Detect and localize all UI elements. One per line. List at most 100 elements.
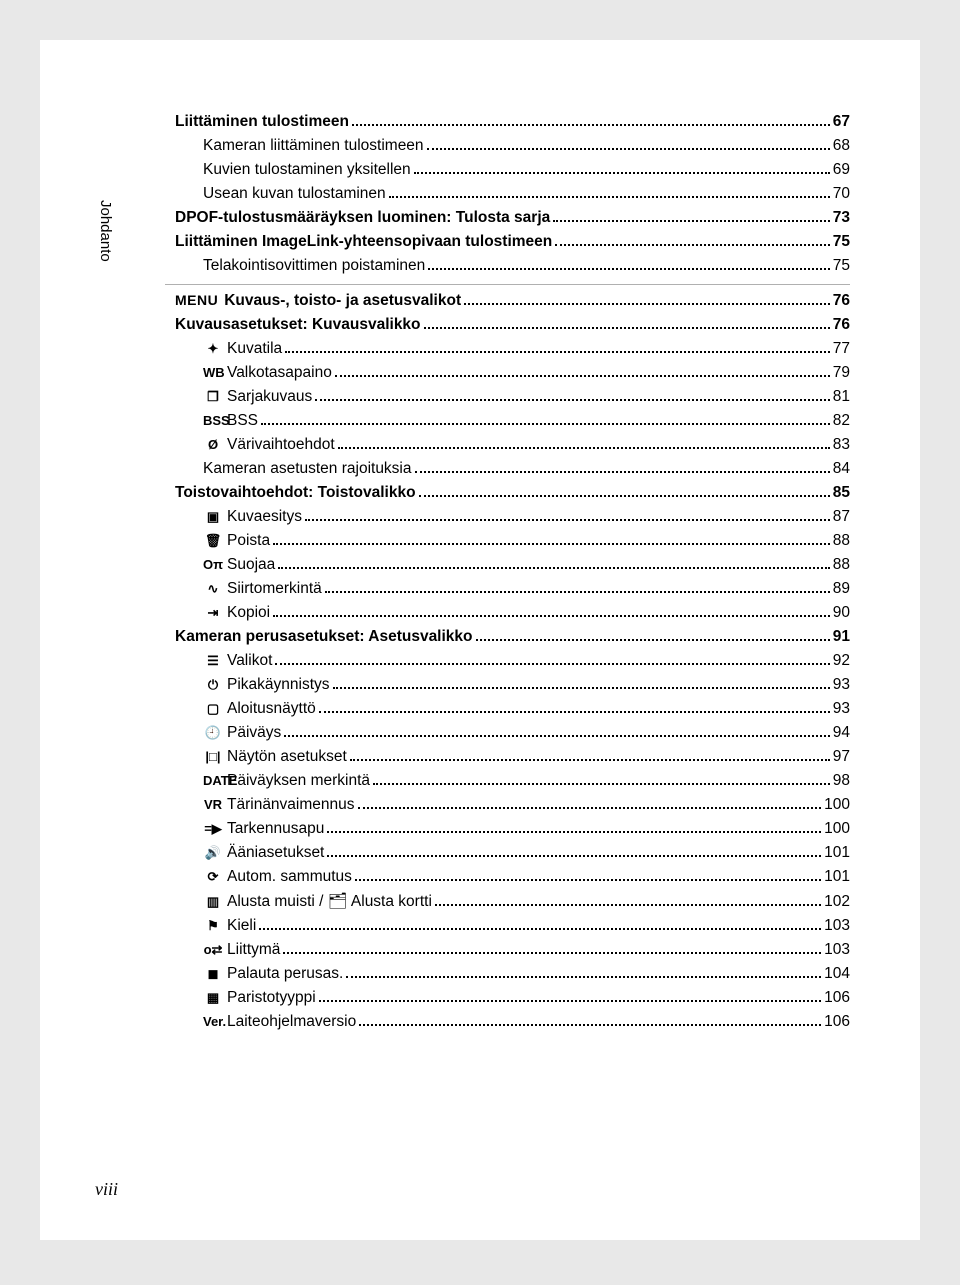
toc-row: =▶Tarkennusapu100 [175,817,850,841]
leader-dots [273,543,830,545]
toc-row: ☰Valikot92 [175,649,850,673]
toc-page: 92 [833,649,850,673]
toc-page: 106 [824,1010,850,1034]
toc-page: 106 [824,986,850,1010]
toc-page: 82 [833,409,850,433]
leader-dots [259,928,821,930]
toc-page: 87 [833,505,850,529]
page-number: viii [95,1179,118,1200]
toc-row: ØVärivaihtoehdot83 [175,433,850,457]
entry-icon: ◼ [203,964,223,984]
toc-row: Telakointisovittimen poistaminen75 [175,254,850,278]
toc-page: 94 [833,721,850,745]
toc-row: ▥Alusta muisti / 🗂 Alusta kortti102 [175,890,850,914]
toc-page: 93 [833,673,850,697]
entry-icon: ⇥ [203,603,223,623]
entry-icon: =▶ [203,819,223,839]
toc-page: 83 [833,433,850,457]
toc-row: Liittäminen tulostimeen67 [175,110,850,134]
toc-page: 100 [824,817,850,841]
toc-label: Valikot [227,649,272,673]
toc-label: BSS [227,409,258,433]
toc-label: Autom. sammutus [227,865,352,889]
leader-dots [553,220,830,222]
toc-label: Kuvien tulostaminen yksitellen [203,158,411,182]
toc-label: DPOF-tulostusmääräyksen luominen: Tulost… [175,206,550,230]
leader-dots [464,303,830,305]
toc-label: Valkotasapaino [227,361,332,385]
leader-dots [428,268,829,270]
toc-page: 103 [824,938,850,962]
toc-row: WBValkotasapaino79 [175,361,850,385]
vertical-tab: Johdanto [97,200,114,262]
toc-page: 98 [833,769,850,793]
entry-icon: Oπ [203,555,223,575]
toc-label: Paristotyyppi [227,986,316,1010]
entry-icon: Ver. [203,1012,223,1032]
toc-label: Liittäminen tulostimeen [175,110,349,134]
toc-page: 85 [833,481,850,505]
toc-page: 88 [833,553,850,577]
toc-page: 73 [833,206,850,230]
toc-page: 75 [833,254,850,278]
toc-label: Liittäminen ImageLink-yhteensopivaan tul… [175,230,552,254]
toc-label: Värivaihtoehdot [227,433,335,457]
toc-label: Toistovaihtoehdot: Toistovalikko [175,481,416,505]
leader-dots [415,471,830,473]
leader-dots [419,495,830,497]
toc-page: 84 [833,457,850,481]
leader-dots [346,976,821,978]
toc-page: 102 [824,890,850,914]
toc-row: o⇄Liittymä103 [175,938,850,962]
toc-label: Tärinänvaimennus [227,793,355,817]
leader-dots [305,519,830,521]
entry-icon: ⚑ [203,916,223,936]
toc-page: 88 [833,529,850,553]
leader-dots [350,759,830,761]
leader-dots [555,244,830,246]
toc-page: 77 [833,337,850,361]
entry-icon: ⟳ [203,867,223,887]
toc-row: ▦Paristotyyppi 106 [175,986,850,1010]
leader-dots [285,351,830,353]
leader-dots [435,904,821,906]
toc-page: 91 [833,625,850,649]
entry-icon: o⇄ [203,940,223,960]
leader-dots [389,196,830,198]
toc-label: Päiväyksen merkintä [227,769,370,793]
toc-row: DPOF-tulostusmääräyksen luominen: Tulost… [175,206,850,230]
leader-dots [319,1000,821,1002]
leader-dots [338,447,830,449]
leader-dots [424,327,830,329]
leader-dots [373,783,830,785]
entry-icon: 🔊 [203,843,223,863]
toc-page: 101 [824,865,850,889]
leader-dots [352,124,830,126]
toc-row: ⇥Kopioi 90 [175,601,850,625]
entry-icon: ▦ [203,988,223,1008]
toc-label: Kuvatila [227,337,282,361]
toc-label: Ääniasetukset [227,841,324,865]
toc-content: Liittäminen tulostimeen67Kameran liittäm… [175,110,850,1034]
toc-row: OπSuojaa88 [175,553,850,577]
entry-icon: WB [203,363,223,383]
entry-icon: ▢ [203,699,223,719]
toc-row: 🔊Ääniasetukset101 [175,841,850,865]
toc-row: Toistovaihtoehdot: Toistovalikko 85 [175,481,850,505]
toc-label: Siirtomerkintä [227,577,322,601]
entry-icon: ▣ [203,507,223,527]
toc-page: 90 [833,601,850,625]
toc-row: ▢Aloitusnäyttö93 [175,697,850,721]
toc-row: |□|Näytön asetukset97 [175,745,850,769]
leader-dots [427,148,830,150]
toc-label: Kieli [227,914,256,938]
toc-section-2: Kuvausasetukset: Kuvausvalikko76✦Kuvatil… [175,313,850,1033]
toc-label: Poista [227,529,270,553]
leader-dots [476,639,830,641]
toc-page: 103 [824,914,850,938]
entry-icon: ✦ [203,339,223,359]
toc-row: Usean kuvan tulostaminen70 [175,182,850,206]
toc-page: 68 [833,134,850,158]
toc-page: 93 [833,697,850,721]
toc-label: Kopioi [227,601,270,625]
